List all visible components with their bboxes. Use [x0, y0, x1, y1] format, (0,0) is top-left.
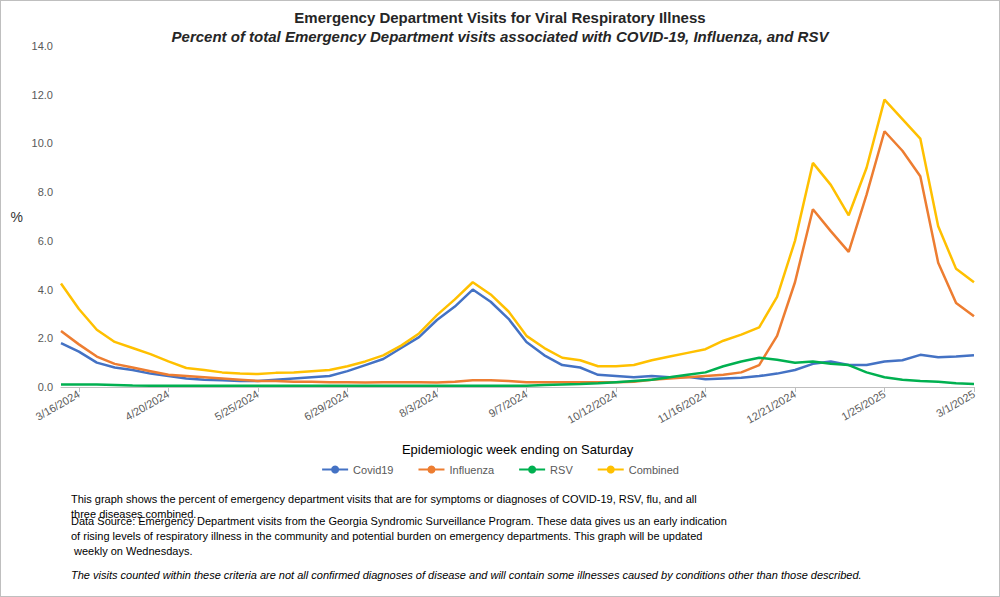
svg-text:10/12/2024: 10/12/2024: [565, 388, 619, 426]
svg-text:11/16/2024: 11/16/2024: [656, 388, 709, 425]
svg-text:6.0: 6.0: [38, 235, 53, 247]
svg-text:5/25/2024: 5/25/2024: [213, 388, 261, 423]
svg-text:weekly on Wednesdays.: weekly on Wednesdays.: [71, 545, 192, 557]
svg-text:2.0: 2.0: [38, 332, 53, 344]
svg-text:Influenza: Influenza: [449, 464, 495, 476]
svg-text:Epidemiologic week ending on S: Epidemiologic week ending on Saturday: [402, 442, 634, 457]
svg-text:Emergency Department Visits fo: Emergency Department Visits for Viral Re…: [294, 9, 705, 26]
svg-text:RSV: RSV: [550, 464, 573, 476]
svg-text:3/1/2025: 3/1/2025: [934, 388, 977, 420]
svg-text:12.0: 12.0: [32, 89, 53, 101]
svg-text:Covid19: Covid19: [353, 464, 393, 476]
svg-text:6/29/2024: 6/29/2024: [302, 388, 350, 423]
svg-text:12/21/2024: 12/21/2024: [744, 388, 798, 426]
svg-text:The visits counted within thes: The visits counted within these criteria…: [71, 569, 862, 581]
svg-text:Percent of total Emergency Dep: Percent of total Emergency Department vi…: [172, 28, 831, 45]
svg-text:three diseases combined.: three diseases combined.: [71, 507, 197, 520]
svg-text:This graph shows the percent o: This graph shows the percent of emergenc…: [71, 493, 700, 505]
svg-text:Combined: Combined: [629, 464, 679, 476]
svg-text:4.0: 4.0: [38, 284, 53, 296]
svg-text:0.0: 0.0: [38, 381, 53, 393]
svg-text:%: %: [11, 209, 23, 225]
svg-text:1/25/2025: 1/25/2025: [839, 388, 887, 423]
svg-text:8/3/2024: 8/3/2024: [397, 388, 440, 420]
svg-text:of rising levels of respirator: of rising levels of respiratory illness …: [71, 530, 702, 542]
svg-text:3/16/2024: 3/16/2024: [34, 388, 82, 423]
svg-text:9/7/2024: 9/7/2024: [486, 388, 529, 420]
svg-text:14.0: 14.0: [32, 40, 53, 52]
svg-text:8.0: 8.0: [38, 186, 53, 198]
svg-text:10.0: 10.0: [32, 137, 53, 149]
svg-text:Data Source: Emergency Departm: Data Source: Emergency Department visits…: [71, 515, 730, 527]
svg-text:4/20/2024: 4/20/2024: [123, 388, 171, 423]
